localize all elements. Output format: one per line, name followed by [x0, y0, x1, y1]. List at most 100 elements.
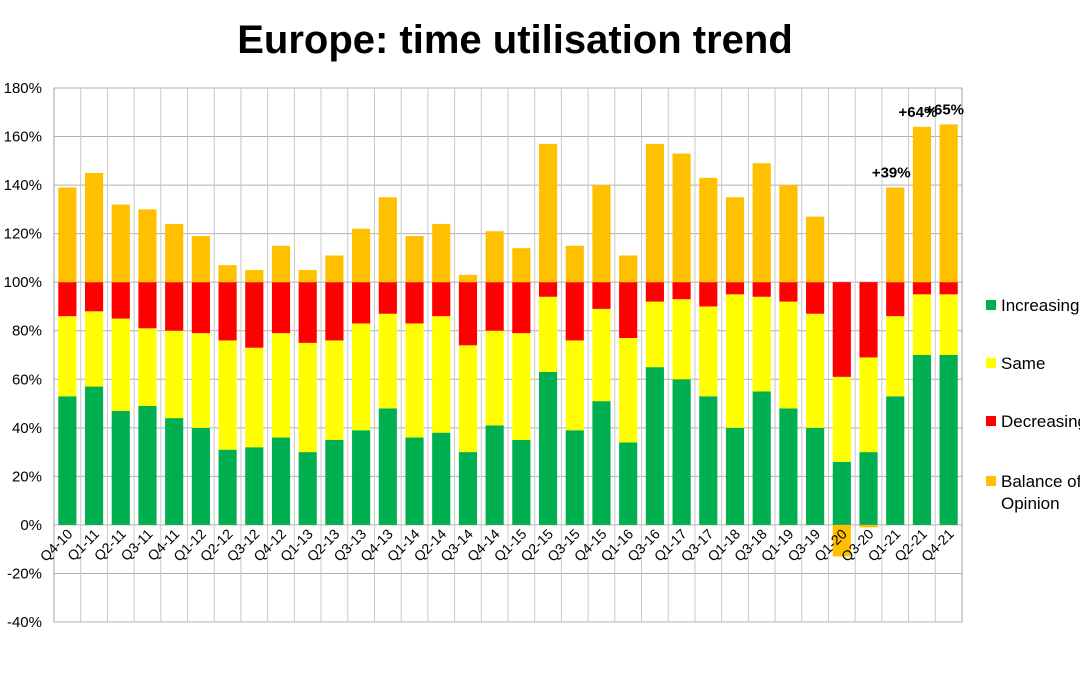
bar-increasing [538, 371, 558, 525]
y-tick-label: -20% [7, 565, 42, 582]
data-label: +39% [872, 165, 911, 182]
bar-same [271, 333, 291, 438]
legend-label: Balance of [1001, 472, 1080, 491]
bar-same [806, 313, 825, 428]
bar-decreasing [218, 282, 237, 341]
bar-increasing [832, 461, 851, 525]
bar-decreasing [352, 282, 371, 324]
bar-balance [218, 265, 237, 283]
bar-same [832, 376, 851, 462]
legend-item: Decreasing [986, 412, 1080, 431]
bar-same [245, 347, 264, 448]
bar-increasing [191, 427, 210, 525]
bar-increasing [912, 355, 932, 525]
bar-increasing [84, 386, 104, 525]
bar-increasing [886, 396, 905, 525]
bar-decreasing [512, 282, 531, 334]
y-tick-label: 0% [20, 517, 42, 534]
bar-decreasing [832, 282, 851, 377]
bar-decreasing [779, 282, 798, 302]
chart-title: Europe: time utilisation trend [237, 18, 793, 62]
y-tick-label: 20% [12, 468, 42, 485]
bar-decreasing [325, 282, 344, 341]
bar-increasing [111, 410, 130, 525]
bar-same [218, 340, 237, 450]
bar-decreasing [672, 282, 691, 300]
bar-decreasing [806, 282, 825, 314]
bar-balance [165, 223, 184, 283]
bar-decreasing [138, 282, 157, 329]
bar-balance [619, 255, 638, 283]
bar-same [378, 313, 397, 409]
bar-increasing [138, 405, 157, 525]
bar-balance [859, 524, 878, 528]
bar-same [458, 345, 478, 453]
bar-increasing [725, 427, 745, 525]
bar-decreasing [245, 282, 264, 348]
bar-increasing [779, 408, 798, 525]
bar-increasing [859, 452, 878, 525]
bar-same [352, 323, 371, 431]
bar-decreasing [725, 282, 745, 295]
bar-decreasing [191, 282, 210, 334]
y-tick-label: 40% [12, 420, 42, 437]
bar-same [672, 299, 691, 380]
bar-same [512, 333, 531, 440]
bar-increasing [806, 427, 825, 525]
bar-same [619, 338, 638, 443]
legend-label: Opinion [1001, 494, 1060, 513]
legend-item: Balance of Opinion [986, 472, 1080, 513]
bar-decreasing [58, 282, 77, 317]
bar-same [699, 306, 718, 397]
bar-increasing [245, 447, 264, 525]
bar-increasing [298, 452, 317, 525]
bar-same [111, 318, 130, 411]
bar-same [859, 357, 878, 453]
y-tick-label: -40% [7, 614, 42, 631]
bar-balance [725, 197, 745, 283]
bars-layer [58, 124, 958, 557]
y-tick-label: 80% [12, 323, 42, 340]
bar-decreasing [699, 282, 718, 307]
bar-same [939, 294, 958, 355]
bar-decreasing [485, 282, 504, 331]
bar-balance [298, 270, 317, 283]
bar-increasing [271, 437, 291, 525]
bar-balance [886, 187, 905, 283]
data-label: +64% [899, 104, 938, 121]
bar-increasing [699, 396, 718, 525]
bar-increasing [672, 379, 691, 525]
legend-swatch [986, 300, 996, 310]
bar-same [165, 330, 184, 419]
bar-same [912, 294, 932, 355]
legend-label: Increasing [1001, 296, 1079, 315]
legend-swatch [986, 358, 996, 368]
bar-balance [352, 228, 371, 283]
bar-increasing [485, 425, 504, 525]
bar-balance [752, 163, 771, 283]
bar-decreasing [752, 282, 771, 297]
bar-same [645, 301, 664, 368]
legend-swatch [986, 416, 996, 426]
bar-same [752, 296, 771, 392]
bar-same [138, 328, 157, 406]
bar-decreasing [298, 282, 317, 343]
bar-increasing [325, 439, 344, 525]
bar-balance [939, 124, 958, 283]
bar-decreasing [432, 282, 451, 317]
bar-balance [111, 204, 130, 283]
bar-same [405, 323, 424, 438]
bar-decreasing [405, 282, 424, 324]
bar-increasing [218, 449, 237, 525]
bar-increasing [458, 452, 478, 525]
bar-same [592, 308, 611, 402]
bar-decreasing [111, 282, 130, 319]
bar-increasing [939, 355, 958, 525]
bar-balance [405, 236, 424, 283]
x-axis: Q4-10Q1-11Q2-11Q3-11Q4-11Q1-12Q2-12Q3-12… [37, 526, 957, 565]
bar-increasing [378, 408, 397, 525]
bar-same [298, 342, 317, 453]
bar-increasing [752, 391, 771, 525]
